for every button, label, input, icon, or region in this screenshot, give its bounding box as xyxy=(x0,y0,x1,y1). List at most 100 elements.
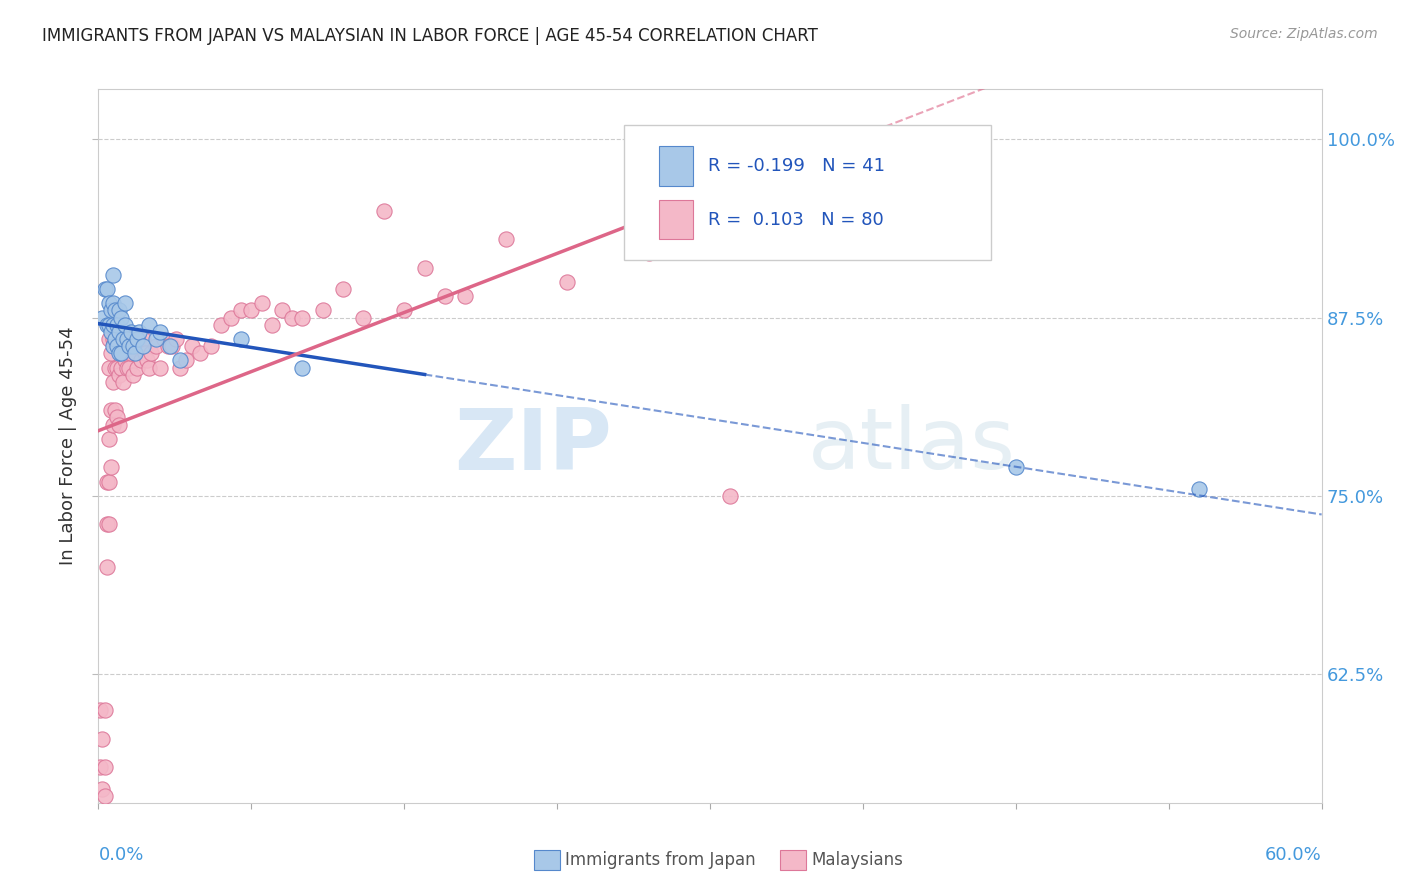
Bar xyxy=(658,200,693,239)
Point xyxy=(93,282,115,296)
Point xyxy=(100,403,122,417)
Point xyxy=(291,310,314,325)
Text: IMMIGRANTS FROM JAPAN VS MALAYSIAN IN LABOR FORCE | AGE 45-54 CORRELATION CHART: IMMIGRANTS FROM JAPAN VS MALAYSIAN IN LA… xyxy=(42,27,818,45)
Point xyxy=(1188,482,1211,496)
Point xyxy=(111,332,134,346)
Point xyxy=(108,346,131,360)
Point xyxy=(93,703,115,717)
Point xyxy=(124,346,146,360)
Point xyxy=(104,303,127,318)
Point xyxy=(96,475,118,489)
Text: 60.0%: 60.0% xyxy=(1265,846,1322,863)
Point xyxy=(114,353,136,368)
Point xyxy=(169,360,191,375)
Point xyxy=(100,346,122,360)
Text: Source: ZipAtlas.com: Source: ZipAtlas.com xyxy=(1230,27,1378,41)
Text: R =  0.103   N = 80: R = 0.103 N = 80 xyxy=(707,211,883,228)
Point xyxy=(138,360,160,375)
Point xyxy=(124,346,146,360)
Point xyxy=(110,310,132,325)
Point xyxy=(120,325,142,339)
Point xyxy=(100,325,122,339)
Point xyxy=(291,360,314,375)
Point xyxy=(96,517,118,532)
Point xyxy=(114,318,136,332)
Point xyxy=(281,310,304,325)
Point xyxy=(111,346,134,360)
Bar xyxy=(658,146,693,186)
Point xyxy=(105,339,128,353)
Point xyxy=(101,268,124,282)
Point xyxy=(105,410,128,425)
Point xyxy=(231,332,253,346)
Point xyxy=(160,339,183,353)
Point xyxy=(165,332,187,346)
Point xyxy=(352,310,374,325)
Point xyxy=(145,339,167,353)
Point xyxy=(110,332,132,346)
Point xyxy=(97,318,120,332)
Point xyxy=(132,339,155,353)
Point xyxy=(93,789,115,803)
Point xyxy=(149,360,172,375)
Point xyxy=(149,325,172,339)
Point xyxy=(101,332,124,346)
Point xyxy=(115,332,138,346)
Point xyxy=(209,318,232,332)
Point xyxy=(120,346,142,360)
Point xyxy=(89,760,111,774)
Point xyxy=(373,203,395,218)
Point xyxy=(96,560,118,574)
Point xyxy=(122,368,145,382)
Point xyxy=(101,296,124,310)
Point xyxy=(100,303,122,318)
Point xyxy=(720,489,742,503)
Point xyxy=(115,332,138,346)
Point xyxy=(219,310,242,325)
Point xyxy=(156,339,179,353)
Point xyxy=(169,353,191,368)
Point xyxy=(145,332,167,346)
Point xyxy=(250,296,273,310)
Y-axis label: In Labor Force | Age 45-54: In Labor Force | Age 45-54 xyxy=(59,326,77,566)
Text: ZIP: ZIP xyxy=(454,404,612,488)
Point xyxy=(101,318,124,332)
Point xyxy=(93,760,115,774)
Point xyxy=(127,360,149,375)
Point xyxy=(108,325,131,339)
Point xyxy=(136,353,159,368)
Point xyxy=(97,475,120,489)
Point xyxy=(110,360,132,375)
Point xyxy=(101,339,124,353)
Point xyxy=(104,332,127,346)
Point xyxy=(413,260,436,275)
Point xyxy=(152,332,174,346)
Point xyxy=(96,282,118,296)
Point xyxy=(132,332,155,346)
Point xyxy=(122,339,145,353)
Point xyxy=(159,339,181,353)
Point xyxy=(97,360,120,375)
Point xyxy=(108,368,131,382)
Text: Immigrants from Japan: Immigrants from Japan xyxy=(565,851,756,869)
Text: Malaysians: Malaysians xyxy=(811,851,903,869)
Point xyxy=(118,360,141,375)
Point xyxy=(104,403,127,417)
Point xyxy=(495,232,517,246)
Point xyxy=(105,360,128,375)
Point xyxy=(114,296,136,310)
Point xyxy=(111,375,134,389)
Point xyxy=(138,318,160,332)
Text: 0.0%: 0.0% xyxy=(98,846,143,863)
Point xyxy=(128,332,150,346)
FancyBboxPatch shape xyxy=(624,125,991,260)
Point xyxy=(312,303,335,318)
Point xyxy=(108,417,131,432)
Point xyxy=(97,296,120,310)
Point xyxy=(89,703,111,717)
Text: R = -0.199   N = 41: R = -0.199 N = 41 xyxy=(707,157,884,175)
Point xyxy=(101,417,124,432)
Point xyxy=(129,353,152,368)
Point xyxy=(115,360,138,375)
Point xyxy=(104,332,127,346)
